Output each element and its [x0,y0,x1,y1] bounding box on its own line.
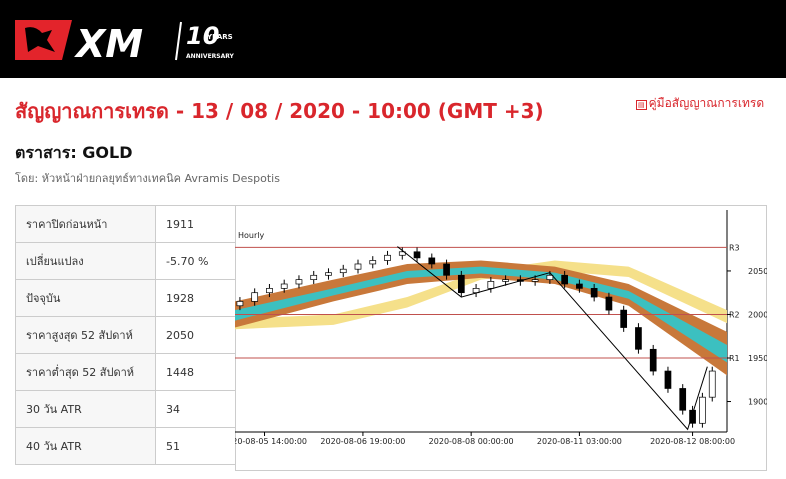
candle-body [502,279,509,282]
candle-body [369,260,377,265]
author: โดย: หัวหน้าฝ่ายกลยุทธ์ทางเทคนิค Avramis… [15,172,280,185]
table-row: 30 วัน ATR 34 [15,390,236,428]
candle-body [487,281,495,289]
label-cell: ปัจจุบัน [15,279,156,317]
candle-body [546,274,554,280]
x-tick-label: 2020-08-08 00:00:00 [429,437,514,446]
candle-body [708,370,716,398]
logo: XM 10 YEARS ANNIVERSARY [15,20,235,66]
candle-body [280,283,288,289]
anniv-years: YEARS [206,33,233,41]
value-cell: 1928 [155,279,236,317]
y-tick-label: 1950 [748,354,767,363]
candle-body [236,301,244,307]
y-tick-label: 2000 [748,310,767,319]
value-cell: -5.70 % [155,242,236,280]
candle-body [354,263,362,270]
candle-body [428,257,436,265]
header: XM 10 YEARS ANNIVERSARY [0,0,786,78]
y-tick-label: 2050 [748,267,767,276]
value-cell: 1448 [155,353,236,391]
level-label: R3 [729,243,740,252]
value-cell: 1911 [155,205,236,243]
level-label: R1 [729,354,740,363]
table-row: ปัจจุบัน 1928 [15,279,236,317]
candle-body [605,296,613,311]
logo-bull [25,27,55,52]
band [235,260,727,330]
candle-body [620,309,628,328]
candle-body [325,272,332,276]
candle-body [664,370,672,389]
label-cell: ราคาต่ำสุด 52 สัปดาห์ [15,353,156,391]
y-tick-label: 1900 [748,398,767,407]
instrument: ตราสาร: GOLD [15,143,133,162]
label-cell: ราคาสูงสุด 52 สัปดาห์ [15,316,156,354]
candle-body [699,396,706,424]
label-cell: ราคาปิดก่อนหน้า [15,205,156,243]
x-tick-label: 2020-08-06 19:00:00 [320,437,405,446]
candle-body [295,279,303,285]
label-cell: เปลี่ยนแปลง [15,242,156,280]
candle-body [679,388,687,411]
candle-body [398,251,406,256]
zigzag-line [397,246,708,431]
page-title: สัญญาณการเทรด - 13 / 08 / 2020 - 10:00 (… [15,99,544,123]
x-tick-label: 2020-08-12 08:00:00 [650,437,735,446]
value-cell: 51 [155,427,236,465]
x-tick-label: 2020-08-05 14:00:00 [235,437,307,446]
guide-link-text[interactable]: คู่มือสัญญาณการเทรด [648,96,765,110]
table-row: ราคาปิดก่อนหน้า 1911 [15,205,236,243]
value-cell: 2050 [155,316,236,354]
logo-text: XM [74,22,143,66]
table-row: ราคาต่ำสุด 52 สัปดาห์ 1448 [15,353,236,391]
candle-body [561,274,568,285]
candle-body [339,268,347,274]
value-cell: 34 [155,390,236,428]
candle-body [649,348,657,372]
table-row: เปลี่ยนแปลง -5.70 % [15,242,236,280]
candle-body [266,288,273,294]
candle-body [576,283,583,289]
anniv-text: ANNIVERSARY [186,53,235,60]
band [235,266,727,363]
level-label: R2 [729,310,740,319]
info-table: ราคาปิดก่อนหน้า 1911 เปลี่ยนแปลง -5.70 % ปัจ… [15,205,236,465]
candle-body [443,263,450,276]
candle-body [689,409,696,424]
candle-body [384,254,391,261]
candle-body [457,274,465,294]
table-row: 40 วัน ATR 51 [15,427,236,465]
candle-body [251,292,259,302]
candle-body [413,251,421,259]
candle-body [531,279,539,282]
candle-body [310,274,318,280]
pdf-icon: ▤ [636,100,647,110]
annotation: Hourly [238,231,264,240]
candle-body [635,327,642,350]
table-row: ราคาสูงสุด 52 สัปดาห์ 2050 [15,316,236,354]
label-cell: 40 วัน ATR [15,427,156,465]
guide-link[interactable]: ▤ คู่มือสัญญาณการเทรด [636,94,764,113]
x-tick-label: 2020-08-11 03:00:00 [537,437,622,446]
label-cell: 30 วัน ATR [15,390,156,428]
candle-body [590,288,598,298]
chart: Hourly 1900 1950 2000 2050 2020-08-05 14:00:0… [235,205,767,471]
divider [175,21,182,61]
anniv-number: 10 [186,22,219,50]
